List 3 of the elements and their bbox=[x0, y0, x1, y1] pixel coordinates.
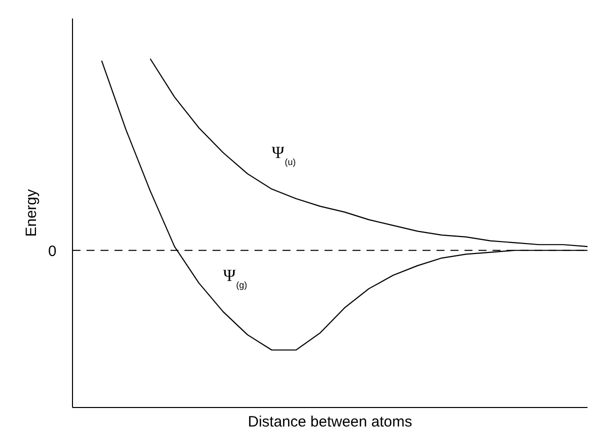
ref-line-label: 0 bbox=[48, 242, 56, 260]
x-axis-title: Distance between atoms bbox=[248, 414, 412, 430]
y-axis-title: Energy bbox=[23, 188, 40, 237]
